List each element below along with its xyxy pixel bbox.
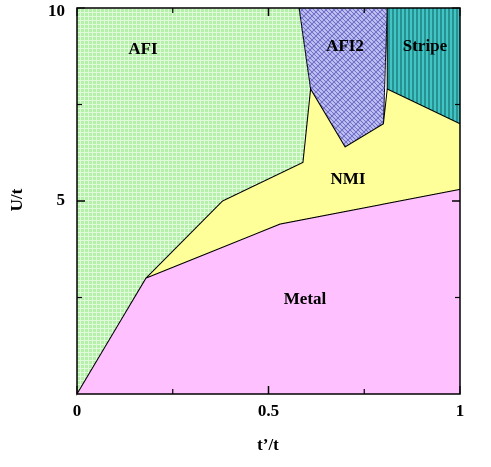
region-pattern xyxy=(299,8,388,147)
region-label: Stripe xyxy=(403,36,448,55)
region-label: NMI xyxy=(331,169,366,188)
region-label: AFI xyxy=(128,39,158,58)
x-tick-label: 1 xyxy=(456,401,465,420)
y-tick-label: 5 xyxy=(57,190,66,209)
region-pattern xyxy=(387,8,460,124)
region-pattern xyxy=(77,8,311,394)
regions xyxy=(76,7,461,396)
x-tick-label: 0.5 xyxy=(258,401,279,420)
x-axis-title: t’/t xyxy=(257,435,279,454)
region-label: Metal xyxy=(284,289,327,308)
region-label: AFI2 xyxy=(326,36,364,55)
y-axis-title: U/t xyxy=(7,188,26,211)
x-tick-label: 0 xyxy=(73,401,82,420)
y-tick-label: 10 xyxy=(48,1,65,20)
